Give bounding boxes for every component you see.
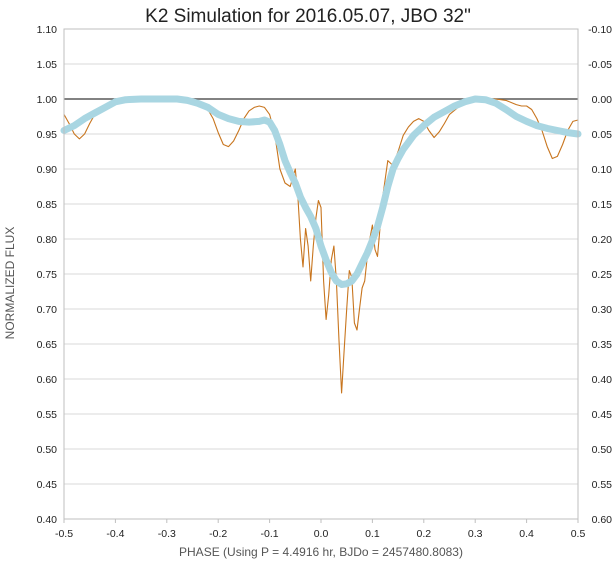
x-axis-label: PHASE (Using P = 4.4916 hr, BJDo = 24574…	[179, 545, 463, 559]
y-tick-label-8: 0.80	[37, 234, 58, 246]
x-tick-label-4: -0.1	[261, 528, 279, 540]
x-tick-label-0: -0.5	[55, 528, 73, 540]
y2-tick-label-4: 0.40	[592, 374, 613, 386]
x-tick-label-2: -0.3	[158, 528, 176, 540]
y-tick-label-10: 0.90	[37, 164, 58, 176]
y2-tick-label-13: -0.05	[588, 59, 612, 71]
x-tick-label-7: 0.2	[416, 528, 431, 540]
y2-tick-label-5: 0.35	[592, 339, 613, 351]
y-tick-label-14: 1.10	[37, 24, 58, 36]
y2-tick-label-2: 0.50	[592, 444, 613, 456]
y2-tick-label-12: 0.00	[592, 94, 613, 106]
y2-tick-labels: 0.60 0.55 0.50 0.45 0.40 0.35 0.30 0.25 0.20 0.15…	[588, 24, 612, 526]
x-tick-label-6: 0.1	[365, 528, 380, 540]
y-tick-label-11: 0.95	[37, 129, 58, 141]
x-tick-label-3: -0.2	[209, 528, 227, 540]
y-tick-label-7: 0.75	[37, 269, 58, 281]
y2-tick-label-1: 0.55	[592, 479, 613, 491]
y2-tick-label-14: -0.10	[588, 24, 612, 36]
y-axis-label: NORMALIZED FLUX	[3, 227, 17, 340]
y-tick-label-2: 0.50	[37, 444, 58, 456]
y-tick-label-12: 1.00	[37, 94, 58, 106]
x-tick-labels: -0.5 -0.4 -0.3 -0.2 -0.1 0.0 0.1 0.2 0.3 0.4 0.5	[55, 519, 585, 540]
y2-tick-label-7: 0.25	[592, 269, 613, 281]
x-tick-label-8: 0.3	[468, 528, 483, 540]
y2-tick-label-3: 0.45	[592, 409, 613, 421]
x-tick-label-5: 0.0	[314, 528, 329, 540]
series-group	[60, 95, 582, 394]
y-tick-label-3: 0.55	[37, 409, 58, 421]
y-tick-labels: 0.40 0.45 0.50 0.55 0.60 0.65 0.70 0.75 0.80 0.85…	[37, 24, 58, 526]
y-tick-label-0: 0.40	[37, 514, 58, 526]
y2-tick-label-10: 0.10	[592, 164, 613, 176]
y2-tick-label-9: 0.15	[592, 199, 613, 211]
y-tick-label-13: 1.05	[37, 59, 58, 71]
x-tick-label-9: 0.4	[519, 528, 534, 540]
y-tick-label-1: 0.45	[37, 479, 58, 491]
y-tick-label-4: 0.60	[37, 374, 58, 386]
y-tick-label-9: 0.85	[37, 199, 58, 211]
y2-tick-label-11: 0.05	[592, 129, 613, 141]
y-tick-label-5: 0.65	[37, 339, 58, 351]
series-line-2	[60, 95, 582, 288]
chart-title: K2 Simulation for 2016.05.07, JBO 32"	[145, 6, 471, 27]
y-tick-label-6: 0.70	[37, 304, 58, 316]
y2-tick-label-6: 0.30	[592, 304, 613, 316]
x-tick-label-1: -0.4	[106, 528, 124, 540]
x-tick-label-10: 0.5	[571, 528, 586, 540]
y2-tick-label-8: 0.20	[592, 234, 613, 246]
y2-tick-label-0: 0.60	[592, 514, 613, 526]
